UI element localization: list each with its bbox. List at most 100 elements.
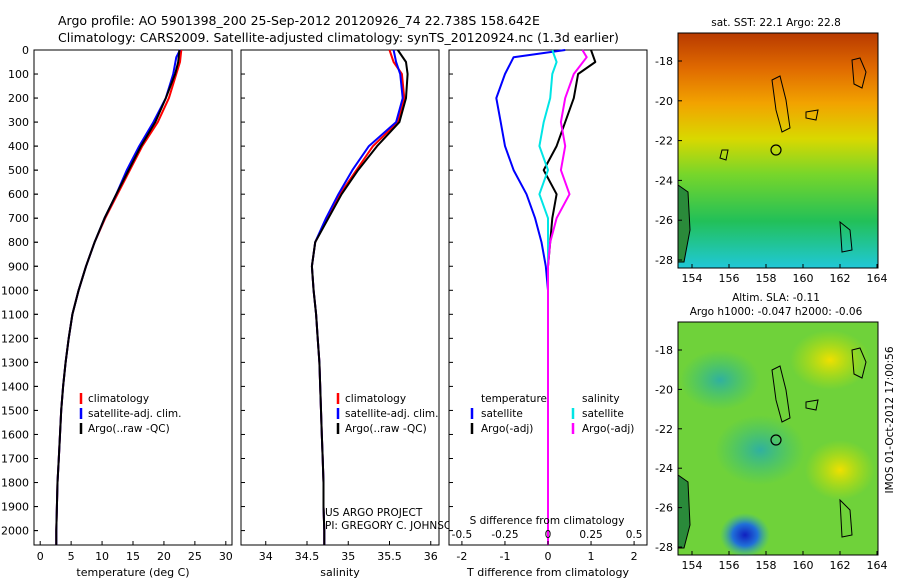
title-line-1: Argo profile: AO 5901398_200 25-Sep-2012… <box>58 13 540 28</box>
legend-title-salinity: salinity <box>582 393 620 405</box>
difference-salinity-xlabel: S difference from climatology <box>470 515 625 527</box>
map-x-tick-label: 156 <box>719 559 740 572</box>
x-tick-label: 25 <box>188 550 202 563</box>
x-tick-label: 34.5 <box>295 550 320 563</box>
sst-map-field <box>677 32 879 269</box>
map-y-tick-label: -18 <box>655 344 673 357</box>
legend-title-temperature: temperature <box>481 393 547 405</box>
sla-blob <box>715 415 805 485</box>
x-tick-label: 36 <box>424 550 438 563</box>
x-tick-label: 35.5 <box>377 550 402 563</box>
map-x-tick-label: 158 <box>756 559 777 572</box>
depth-tick-label: 100 <box>8 68 29 81</box>
depth-tick-label: 1000 <box>1 284 29 297</box>
x-tick-label: -1 <box>499 550 510 563</box>
title-line-2: Climatology: CARS2009. Satellite-adjuste… <box>58 30 619 45</box>
legend-label-s-argo: Argo(-adj) <box>582 423 634 435</box>
difference-legend-salinity: salinity satellite Argo(-adj) <box>571 393 634 435</box>
x-tick-label: 0 <box>545 550 552 563</box>
sal-tick-label: 0.25 <box>579 529 602 541</box>
x-tick-label: 30 <box>219 550 233 563</box>
x-tick-label: 5 <box>68 550 75 563</box>
sst-coastline <box>719 57 867 253</box>
sal-tick-label: -0.25 <box>491 529 518 541</box>
salinity-axes <box>240 49 440 546</box>
side-credit: IMOS 01-Oct-2012 17:00:56 <box>884 346 896 493</box>
map-x-tick-label: 154 <box>682 272 703 285</box>
sst-map-title: sat. SST: 22.1 Argo: 22.8 <box>711 17 841 29</box>
sla-map-ticks: 154 156 158 160 162 164 -18 -20 -22 -24 -26 -28 <box>655 344 887 572</box>
depth-tick-label: 1900 <box>1 501 29 514</box>
x-tick-label: 10 <box>95 550 109 563</box>
map-y-tick-label: -20 <box>655 95 673 108</box>
map-x-tick-label: 164 <box>867 559 888 572</box>
x-tick-label: 1 <box>588 550 595 563</box>
series-line <box>55 49 181 545</box>
legend-label-argo: Argo(..raw -QC) <box>345 423 427 435</box>
depth-tick-label: 1600 <box>1 428 29 441</box>
difference-legend-temperature: temperature satellite Argo(-adj) <box>470 393 547 435</box>
map-y-tick-label: -22 <box>655 135 673 148</box>
temperature-axes <box>33 49 233 546</box>
credit-pi: PI: GREGORY C. JOHNSON <box>325 520 460 532</box>
x-tick-label: 20 <box>157 550 171 563</box>
map-x-tick-label: 162 <box>830 272 851 285</box>
map-x-tick-label: 156 <box>719 272 740 285</box>
series-line <box>310 49 409 545</box>
sst-map-panel: sat. SST: 22.1 Argo: 22.8 <box>655 17 887 285</box>
series-line <box>547 49 588 545</box>
depth-tick-label: 300 <box>8 116 29 129</box>
credit-project: US ARGO PROJECT <box>325 507 423 519</box>
temperature-series <box>55 49 183 545</box>
x-tick-label: 34 <box>259 550 273 563</box>
depth-tick-label: 500 <box>8 164 29 177</box>
legend-label-t-argo: Argo(-adj) <box>481 423 533 435</box>
salinity-xticks: 34 34.5 35 35.5 36 <box>241 49 438 563</box>
sla-land <box>677 474 691 549</box>
depth-tick-label: 700 <box>8 212 29 225</box>
depth-tick-label: 400 <box>8 140 29 153</box>
x-tick-label: 15 <box>126 550 140 563</box>
legend-label-s-sat: satellite <box>582 408 624 420</box>
depth-tick-label: 0 <box>22 44 29 57</box>
sla-blob <box>790 330 870 390</box>
difference-panel: -2 -1 0 1 2 -0.5 -0.25 0 0.25 0.5 S difference f… <box>448 49 648 579</box>
map-y-tick-label: -28 <box>655 541 673 554</box>
map-y-tick-label: -22 <box>655 423 673 436</box>
legend-label-sat: satellite-adj. clim. <box>345 408 438 420</box>
sst-map-ticks: 154 156 158 160 162 164 -18 -20 -22 -24 -26 -28 <box>655 55 887 285</box>
salinity-legend: climatology satellite-adj. clim. Argo(..… <box>336 393 438 435</box>
temperature-xticks: 0 5 10 15 20 25 30 <box>34 49 233 563</box>
legend-label-clim: climatology <box>88 393 149 405</box>
depth-tick-label: 1300 <box>1 356 29 369</box>
sst-land <box>677 184 691 263</box>
difference-series <box>495 49 597 545</box>
temperature-xlabel: temperature (deg C) <box>76 566 189 579</box>
sla-argo-marker <box>770 434 782 446</box>
map-x-tick-label: 160 <box>793 559 814 572</box>
sla-blob <box>680 350 760 410</box>
x-tick-label: -2 <box>456 550 467 563</box>
difference-xticks: -2 -1 0 1 2 <box>449 49 638 563</box>
depth-tick-label: 1700 <box>1 452 29 465</box>
depth-tick-label: 600 <box>8 188 29 201</box>
salinity-panel: 34 34.5 35 35.5 36 salinity climatology sate… <box>240 49 460 579</box>
sla-map-title-1: Altim. SLA: -0.11 <box>732 292 820 304</box>
x-tick-label: 2 <box>631 550 638 563</box>
legend-label-t-sat: satellite <box>481 408 523 420</box>
salinity-series <box>310 49 409 545</box>
depth-tick-label: 900 <box>8 260 29 273</box>
map-x-tick-label: 162 <box>830 559 851 572</box>
sla-map-title-2: Argo h1000: -0.047 h2000: -0.06 <box>690 306 863 318</box>
sla-coastline <box>771 347 867 538</box>
sla-blob <box>805 440 875 500</box>
depth-tick-label: 800 <box>8 236 29 249</box>
map-y-tick-label: -24 <box>655 462 673 475</box>
sal-tick-label: 0 <box>545 529 552 541</box>
sla-map-panel: Altim. SLA: -0.11 Argo h1000: -0.047 h20… <box>655 292 887 572</box>
depth-tick-label: 1100 <box>1 308 29 321</box>
difference-salinity-xticks: -0.5 -0.25 0 0.25 0.5 <box>452 529 643 541</box>
sal-tick-label: -0.5 <box>452 529 473 541</box>
sla-low <box>720 513 770 557</box>
